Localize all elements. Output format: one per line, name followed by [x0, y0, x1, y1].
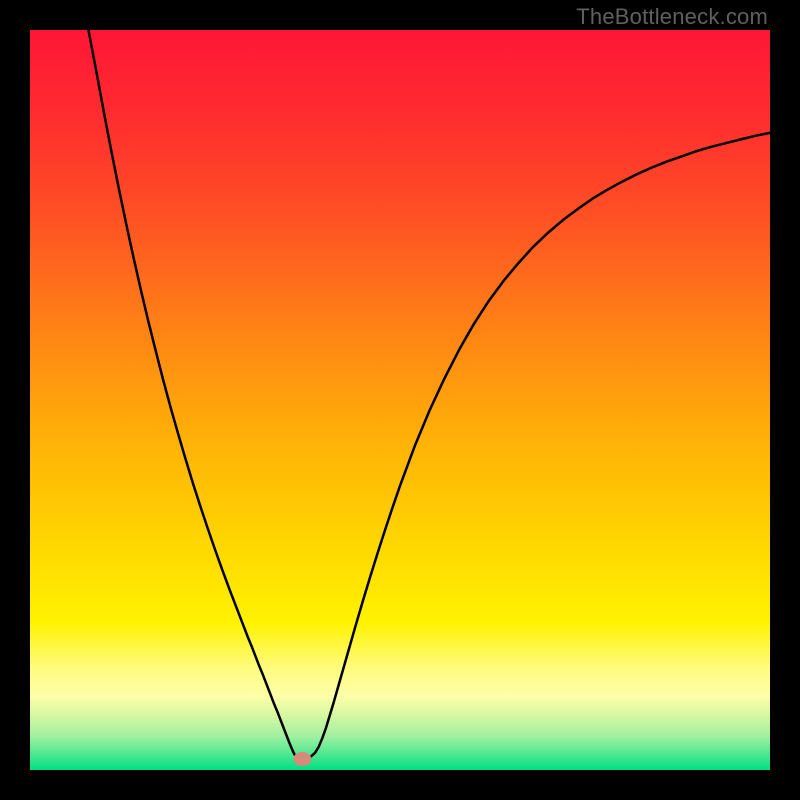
watermark-text: TheBottleneck.com [576, 4, 768, 30]
bottleneck-chart [30, 30, 770, 770]
minimum-marker [293, 752, 311, 766]
chart-background [30, 30, 770, 770]
